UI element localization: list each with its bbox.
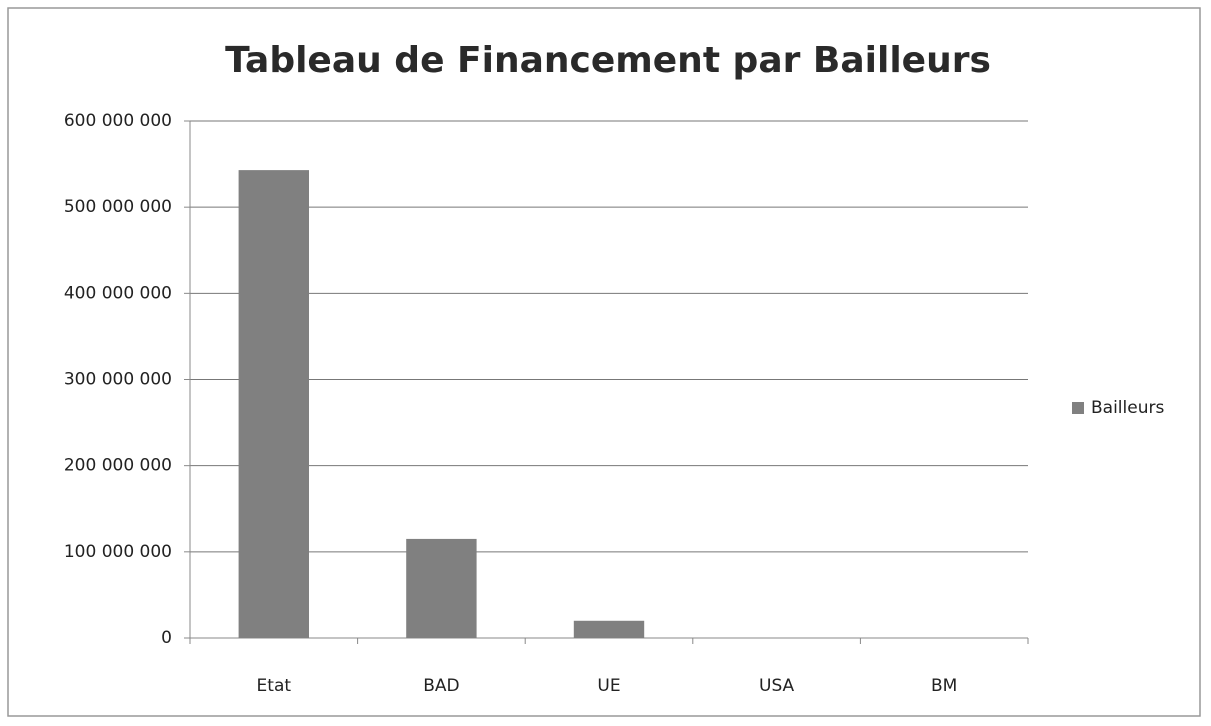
bar: [238, 170, 309, 639]
x-tick-label: UE: [597, 676, 620, 696]
bar: [406, 538, 477, 638]
x-tick-label: BM: [931, 676, 957, 696]
chart-frame: [7, 7, 1201, 717]
legend-label: Bailleurs: [1091, 398, 1164, 418]
y-tick-label: 400 000 000: [64, 283, 172, 303]
x-tick-label: USA: [759, 676, 795, 696]
legend-swatch: [1072, 402, 1084, 414]
x-tick-label: Etat: [257, 676, 292, 696]
y-tick-label: 200 000 000: [64, 456, 172, 476]
y-tick-label: 500 000 000: [64, 197, 172, 217]
y-tick-label: 300 000 000: [64, 370, 172, 390]
x-tick-label: BAD: [423, 676, 459, 696]
y-tick-label: 0: [161, 628, 172, 648]
chart-title: Tableau de Financement par Bailleurs: [225, 40, 991, 81]
bar: [573, 620, 645, 638]
y-tick-label: 100 000 000: [64, 542, 172, 562]
y-tick-label: 600 000 000: [64, 111, 172, 131]
